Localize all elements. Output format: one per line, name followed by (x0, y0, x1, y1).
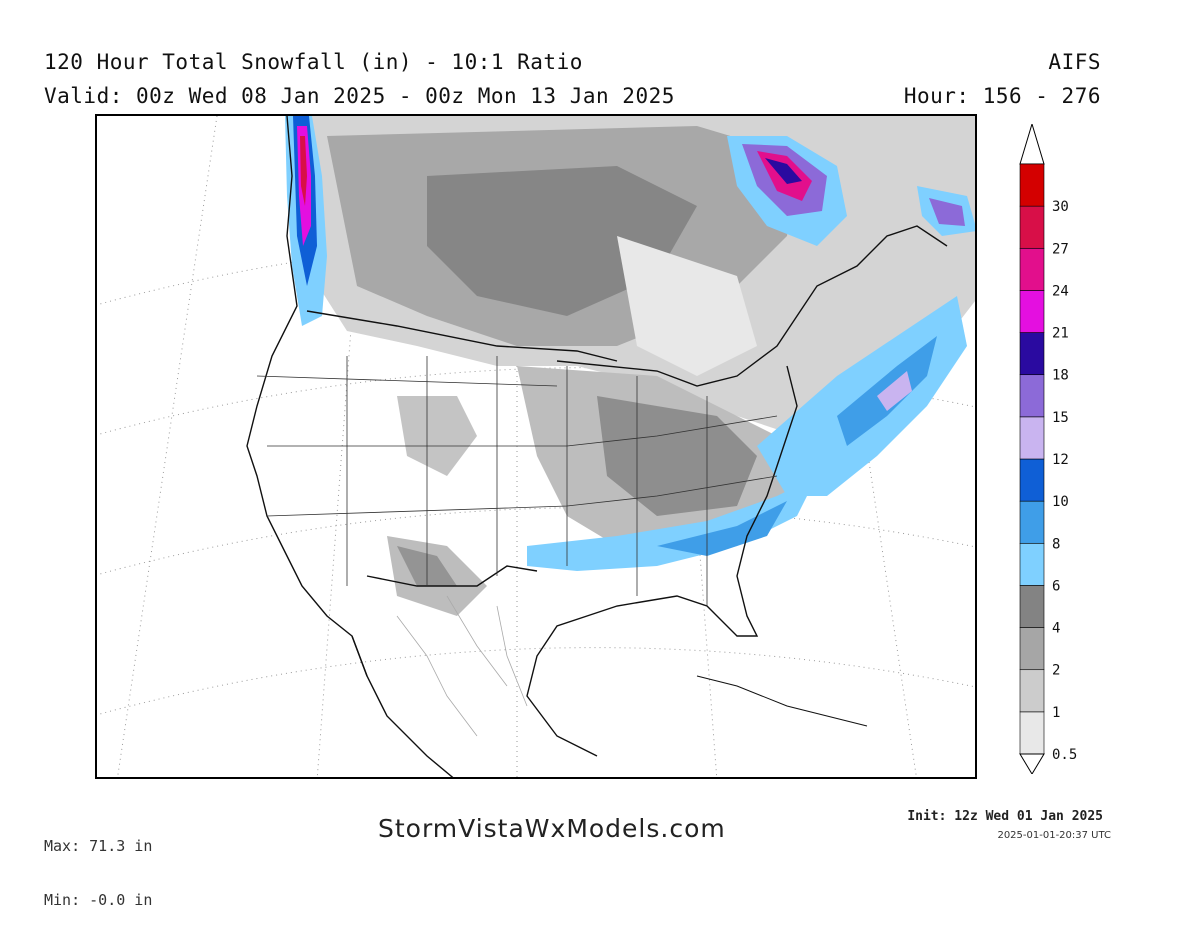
site-watermark: StormVistaWxModels.com (378, 814, 726, 843)
legend-swatch-4 (1019, 585, 1045, 628)
legend-arrow-top (1019, 124, 1045, 165)
legend-swatch-21 (1019, 290, 1045, 333)
min-value: Min: -0.0 in (44, 891, 153, 909)
snowfall-map-graphic (97, 116, 975, 777)
legend-label-4: 4 (1052, 621, 1060, 637)
coastlines-borders (246, 116, 948, 777)
snowfall-map (95, 114, 977, 779)
model-name: AIFS (1048, 50, 1101, 74)
max-value: Max: 71.3 in (44, 837, 153, 855)
legend-label-8: 8 (1052, 536, 1060, 552)
init-time: Init: 12z Wed 01 Jan 2025 (907, 809, 1103, 824)
generated-timestamp: 2025-01-01-20:37 UTC (997, 830, 1111, 841)
valid-period: Valid: 00z Wed 08 Jan 2025 - 00z Mon 13 … (44, 84, 675, 108)
legend-label-27: 27 (1052, 241, 1069, 257)
legend-swatch-2 (1019, 627, 1045, 671)
legend-label-24: 24 (1052, 283, 1069, 299)
legend-swatch-8 (1019, 500, 1045, 544)
legend-swatch-12 (1019, 416, 1045, 460)
legend-swatch-30 (1019, 163, 1045, 207)
legend-swatch-18 (1019, 332, 1045, 376)
legend-swatch-6 (1019, 542, 1045, 586)
legend-swatch-24 (1019, 247, 1045, 291)
legend-label-15: 15 (1052, 410, 1069, 426)
map-title: 120 Hour Total Snowfall (in) - 10:1 Rati… (44, 50, 583, 74)
forecast-hour-range: Hour: 156 - 276 (903, 84, 1101, 108)
legend-label-21: 21 (1052, 326, 1069, 342)
legend-label-18: 18 (1052, 368, 1069, 384)
legend-label-0.5: 0.5 (1052, 747, 1077, 763)
legend-swatch-27 (1019, 205, 1045, 249)
state-lines (256, 356, 778, 606)
snowfall-shading (285, 116, 975, 616)
legend-label-2: 2 (1052, 663, 1060, 679)
legend-label-12: 12 (1052, 452, 1069, 468)
legend-swatch-1 (1019, 669, 1045, 713)
legend-label-6: 6 (1052, 578, 1060, 594)
legend-swatch-15 (1019, 374, 1045, 418)
legend-swatch-10 (1019, 458, 1045, 502)
mexico-lines (396, 595, 528, 737)
legend-label-10: 10 (1052, 494, 1069, 510)
legend-arrow-bottom (1019, 753, 1045, 774)
legend-label-30: 30 (1052, 199, 1069, 215)
legend-label-1: 1 (1052, 705, 1060, 721)
max-min-readout: Max: 71.3 in Min: -0.0 in (44, 801, 152, 927)
legend-swatch-0.5 (1019, 711, 1045, 755)
